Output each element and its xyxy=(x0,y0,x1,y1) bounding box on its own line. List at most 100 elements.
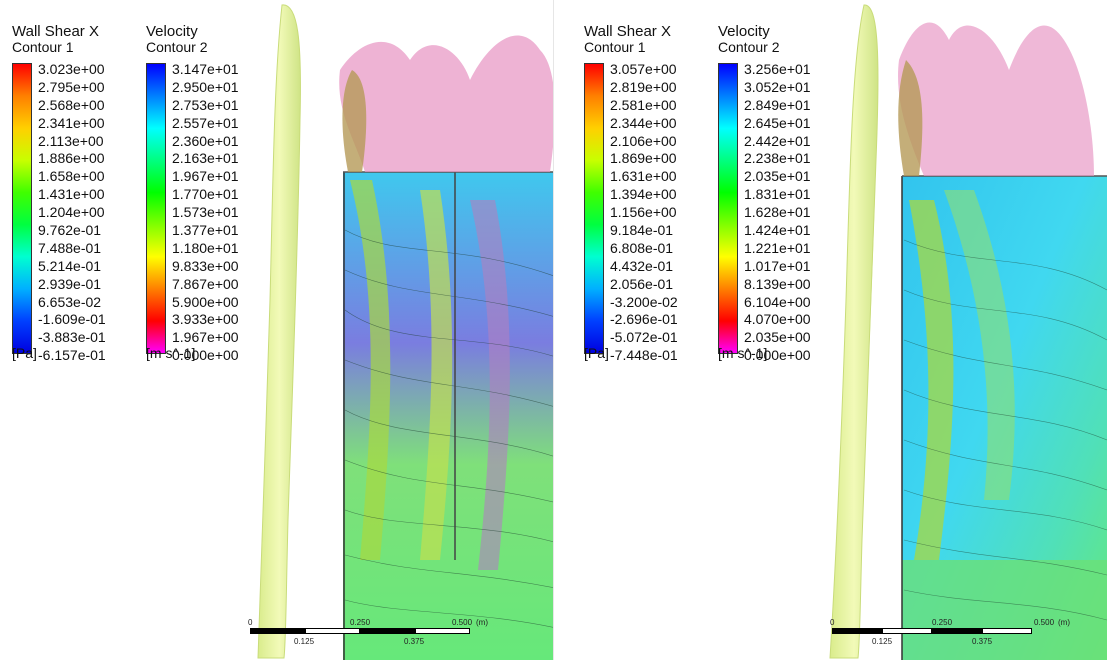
legend-subtitle: Contour 1 xyxy=(12,39,74,55)
wall-shear-legend: Wall Shear X Contour 1 3.057e+00 2.819e+… xyxy=(584,24,709,369)
legend-tick: 2.238e+01 xyxy=(744,150,811,167)
legend-tick: 2.035e+01 xyxy=(744,168,811,185)
legend-tick: 2.939e-01 xyxy=(38,275,102,292)
legend-tick: 1.394e+00 xyxy=(610,186,677,203)
shear-streak xyxy=(470,200,510,570)
scale-label: 0.125 xyxy=(294,637,315,646)
legend-tick: -5.072e-01 xyxy=(610,329,678,346)
velocity-legend: Velocity Contour 2 3.256e+01 3.052e+01 2… xyxy=(718,24,843,369)
legend-tick: 4.070e+00 xyxy=(744,311,811,328)
legend-title: Wall Shear X xyxy=(12,23,99,40)
contour-lines xyxy=(344,229,553,628)
velocity-unit: [m s^-1] xyxy=(718,345,768,361)
wall-shear-ticks: 3.023e+00 2.795e+00 2.568e+00 2.341e+00 … xyxy=(38,61,106,365)
legend-tick: 7.867e+00 xyxy=(172,275,239,292)
legend-tick: -2.696e-01 xyxy=(610,311,678,328)
scale-unit: (m) xyxy=(476,618,488,627)
legend-tick: 4.432e-01 xyxy=(610,257,674,274)
legend-tick: 2.341e+00 xyxy=(38,114,105,131)
legend-subtitle: Contour 2 xyxy=(718,39,780,55)
wall-shear-colorbar xyxy=(12,63,32,354)
legend-tick: 1.631e+00 xyxy=(610,168,677,185)
legend-tick: -3.200e-02 xyxy=(610,293,678,310)
legend-tick: 3.052e+01 xyxy=(744,78,811,95)
vortex-plume xyxy=(898,22,1094,176)
wall-shear-ticks: 3.057e+00 2.819e+00 2.581e+00 2.344e+00 … xyxy=(610,61,678,365)
isosurface-column xyxy=(829,4,879,659)
legend-tick: 1.431e+00 xyxy=(38,186,105,203)
left-viewport[interactable]: Wall Shear X Contour 1 3.023e+00 2.795e+… xyxy=(0,0,553,660)
velocity-legend: Velocity Contour 2 3.147e+01 2.950e+01 2… xyxy=(146,24,271,369)
legend-tick: 1.886e+00 xyxy=(38,150,105,167)
legend-tick: 3.256e+01 xyxy=(744,61,811,77)
legend-tick: 2.568e+00 xyxy=(38,96,105,113)
legend-tick: 1.204e+00 xyxy=(38,204,105,221)
legend-tick: 3.147e+01 xyxy=(172,61,239,77)
legend-tick: 2.753e+01 xyxy=(172,96,239,113)
legend-tick: 2.645e+01 xyxy=(744,114,811,131)
legend-tick: 2.557e+01 xyxy=(172,114,239,131)
legend-tick: 1.221e+01 xyxy=(744,239,811,256)
scale-label: 0.375 xyxy=(972,637,993,646)
legend-tick: 9.184e-01 xyxy=(610,222,674,239)
legend-title: Velocity xyxy=(146,23,198,40)
scale-label: 0.250 xyxy=(350,618,371,627)
legend-subtitle: Contour 1 xyxy=(584,39,646,55)
velocity-colorbar xyxy=(146,63,166,354)
right-cfd-scene xyxy=(829,4,1107,660)
scale-unit: (m) xyxy=(1058,618,1070,627)
left-cfd-scene xyxy=(257,4,553,660)
legend-tick: 1.573e+01 xyxy=(172,204,239,221)
legend-tick: 3.933e+00 xyxy=(172,311,239,328)
legend-tick: 7.488e-01 xyxy=(38,239,102,256)
legend-tick: -7.448e-01 xyxy=(610,347,678,364)
legend-tick: 1.770e+01 xyxy=(172,186,239,203)
legend-tick: 5.214e-01 xyxy=(38,257,102,274)
right-viewport[interactable]: Wall Shear X Contour 1 3.057e+00 2.819e+… xyxy=(554,0,1107,660)
legend-tick: 1.831e+01 xyxy=(744,186,811,203)
legend-tick: 1.377e+01 xyxy=(172,222,239,239)
wall-shear-colorbar xyxy=(584,63,604,354)
legend-tick: 2.163e+01 xyxy=(172,150,239,167)
legend-tick: 1.658e+00 xyxy=(38,168,105,185)
scale-label: 0.375 xyxy=(404,637,425,646)
legend-title: Wall Shear X xyxy=(584,23,671,40)
legend-tick: 8.139e+00 xyxy=(744,275,811,292)
scale-bar: 0 0.250 0.500 (m) 0.125 0.375 xyxy=(248,618,488,648)
legend-tick: 6.653e-02 xyxy=(38,293,102,310)
scale-bar: 0 0.250 0.500 (m) 0.125 0.375 xyxy=(830,618,1070,648)
legend-tick: 2.106e+00 xyxy=(610,132,677,149)
wall-shear-unit: [Pa] xyxy=(584,345,609,361)
legend-tick: 2.035e+00 xyxy=(744,329,811,346)
legend-tick: 1.424e+01 xyxy=(744,222,811,239)
legend-tick: 2.819e+00 xyxy=(610,78,677,95)
legend-tick: -6.157e-01 xyxy=(38,347,106,364)
scale-label: 0.500 xyxy=(1034,618,1055,627)
scale-label: 0 xyxy=(830,618,835,627)
legend-tick: 6.104e+00 xyxy=(744,293,811,310)
legend-tick: 5.900e+00 xyxy=(172,293,239,310)
legend-tick: 2.581e+00 xyxy=(610,96,677,113)
contour-lines xyxy=(903,239,1107,621)
shear-streak xyxy=(909,200,954,560)
panel-divider xyxy=(553,0,554,660)
legend-tick: 3.023e+00 xyxy=(38,61,105,77)
legend-tick: 2.795e+00 xyxy=(38,78,105,95)
shear-streak xyxy=(944,190,1015,500)
legend-tick: 2.950e+01 xyxy=(172,78,239,95)
scale-label: 0.250 xyxy=(932,618,953,627)
legend-tick: 1.967e+00 xyxy=(172,329,239,346)
shear-streak xyxy=(350,180,391,560)
legend-subtitle: Contour 2 xyxy=(146,39,208,55)
shear-streak xyxy=(420,190,453,560)
legend-tick: 2.442e+01 xyxy=(744,132,811,149)
legend-tick: 2.344e+00 xyxy=(610,114,677,131)
legend-tick: 1.180e+01 xyxy=(172,239,239,256)
legend-tick: -3.883e-01 xyxy=(38,329,106,346)
legend-tick: 2.849e+01 xyxy=(744,96,811,113)
legend-tick: 9.762e-01 xyxy=(38,222,102,239)
isosurface-column xyxy=(257,4,301,659)
legend-tick: 1.017e+01 xyxy=(744,257,811,274)
legend-tick: 6.808e-01 xyxy=(610,239,674,256)
legend-title: Velocity xyxy=(718,23,770,40)
